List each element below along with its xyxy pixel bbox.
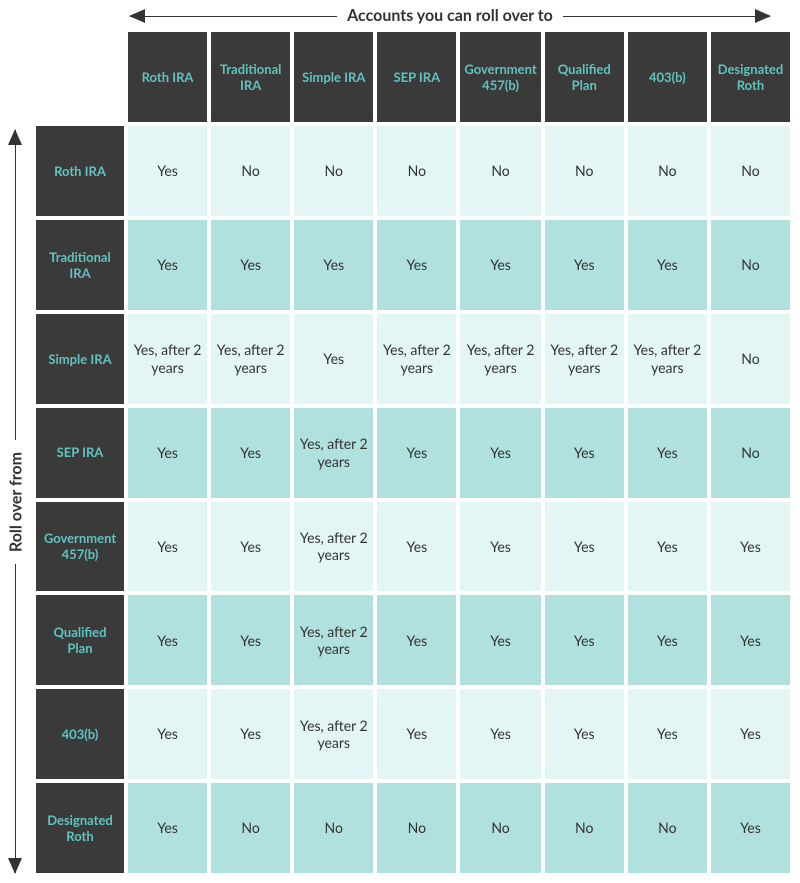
matrix-cell: Yes, after 2 years — [294, 595, 373, 685]
matrix-cell: Yes — [211, 595, 290, 685]
column-header: Simple IRA — [294, 32, 373, 122]
top-axis: Accounts you can roll over to — [130, 6, 770, 25]
matrix-grid: Roth IRATraditional IRASimple IRASEP IRA… — [36, 32, 790, 873]
arrow-right-icon — [755, 9, 771, 23]
arrow-left-icon — [129, 9, 145, 23]
matrix-cell: Yes — [377, 408, 456, 498]
row-header: Traditional IRA — [36, 220, 124, 310]
matrix-cell: Yes — [128, 595, 207, 685]
matrix-cell: Yes — [460, 502, 540, 592]
matrix-cell: No — [211, 126, 290, 216]
matrix-cell: No — [711, 220, 790, 310]
matrix-cell: Yes — [211, 220, 290, 310]
matrix-cell: Yes — [128, 220, 207, 310]
matrix-cell: No — [211, 783, 290, 873]
matrix-cell: Yes — [628, 408, 707, 498]
matrix-cell: Yes — [294, 314, 373, 404]
matrix-cell: No — [628, 126, 707, 216]
column-header: SEP IRA — [377, 32, 456, 122]
matrix-cell: No — [377, 126, 456, 216]
row-header: 403(b) — [36, 689, 124, 779]
column-header: Designated Roth — [711, 32, 790, 122]
matrix-cell: Yes, after 2 years — [460, 314, 540, 404]
matrix-cell: Yes, after 2 years — [128, 314, 207, 404]
matrix-cell: Yes — [628, 689, 707, 779]
matrix-cell: No — [711, 314, 790, 404]
top-axis-label: Accounts you can roll over to — [337, 6, 563, 25]
matrix-cell: Yes — [460, 595, 540, 685]
arrow-down-icon — [8, 858, 22, 874]
row-header: Roth IRA — [36, 126, 124, 216]
matrix-cell: Yes, after 2 years — [294, 408, 373, 498]
matrix-cell: No — [711, 408, 790, 498]
matrix-cell: Yes — [460, 220, 540, 310]
matrix-cell: No — [460, 126, 540, 216]
matrix-cell: No — [294, 126, 373, 216]
row-header: Simple IRA — [36, 314, 124, 404]
matrix-cell: Yes — [711, 783, 790, 873]
matrix-cell: No — [377, 783, 456, 873]
matrix-cell: Yes — [545, 220, 624, 310]
matrix-cell: Yes — [211, 689, 290, 779]
column-header: Traditional IRA — [211, 32, 290, 122]
column-header: Government 457(b) — [460, 32, 540, 122]
matrix-cell: Yes — [211, 502, 290, 592]
matrix-cell: Yes — [460, 689, 540, 779]
row-header: Qualified Plan — [36, 595, 124, 685]
column-header: Roth IRA — [128, 32, 207, 122]
matrix-cell: No — [294, 783, 373, 873]
matrix-cell: Yes — [128, 408, 207, 498]
matrix-cell: Yes — [377, 502, 456, 592]
matrix-cell: Yes — [128, 783, 207, 873]
matrix-cell: Yes, after 2 years — [545, 314, 624, 404]
matrix-cell: No — [545, 783, 624, 873]
matrix-cell: Yes — [294, 220, 373, 310]
matrix-cell: Yes — [128, 502, 207, 592]
matrix-cell: Yes — [128, 689, 207, 779]
rollover-matrix: Accounts you can roll over to Roll over … — [0, 0, 800, 883]
matrix-cell: Yes, after 2 years — [294, 689, 373, 779]
matrix-cell: No — [711, 126, 790, 216]
matrix-cell: Yes — [211, 408, 290, 498]
matrix-cell: Yes, after 2 years — [628, 314, 707, 404]
matrix-cell: Yes — [128, 126, 207, 216]
arrow-up-icon — [8, 129, 22, 145]
row-header: Designated Roth — [36, 783, 124, 873]
matrix-cell: Yes — [545, 595, 624, 685]
matrix-cell: Yes — [460, 408, 540, 498]
matrix-cell: Yes, after 2 years — [294, 502, 373, 592]
column-header: 403(b) — [628, 32, 707, 122]
matrix-cell: Yes — [545, 689, 624, 779]
left-axis: Roll over from — [4, 130, 28, 873]
left-axis-label: Roll over from — [7, 439, 26, 563]
matrix-cell: No — [628, 783, 707, 873]
matrix-cell: Yes — [377, 220, 456, 310]
matrix-cell: No — [460, 783, 540, 873]
matrix-cell: Yes — [545, 408, 624, 498]
row-header: Government 457(b) — [36, 502, 124, 592]
matrix-cell: Yes — [628, 502, 707, 592]
corner-cell — [36, 32, 124, 122]
matrix-cell: Yes — [377, 689, 456, 779]
matrix-cell: Yes, after 2 years — [211, 314, 290, 404]
matrix-cell: Yes — [628, 595, 707, 685]
column-header: Qualified Plan — [545, 32, 624, 122]
matrix-cell: Yes — [711, 689, 790, 779]
row-header: SEP IRA — [36, 408, 124, 498]
matrix-cell: Yes — [628, 220, 707, 310]
matrix-cell: Yes — [377, 595, 456, 685]
matrix-cell: Yes — [711, 595, 790, 685]
matrix-cell: Yes, after 2 years — [377, 314, 456, 404]
matrix-cell: Yes — [545, 502, 624, 592]
matrix-cell: No — [545, 126, 624, 216]
matrix-cell: Yes — [711, 502, 790, 592]
